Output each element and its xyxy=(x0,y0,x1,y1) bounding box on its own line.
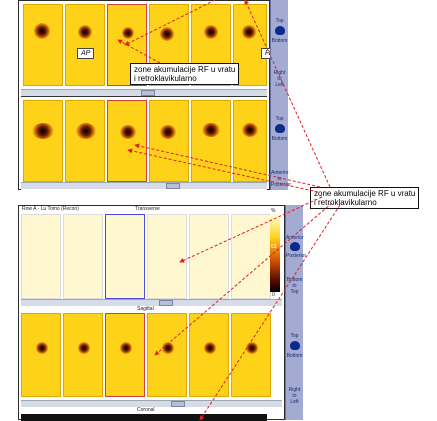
scan-frame[interactable] xyxy=(105,313,145,397)
scan-frame[interactable] xyxy=(191,100,231,182)
transverse-scrollbar[interactable] xyxy=(21,299,282,306)
annotation-callout-top: zone akumulacije RF u vratu i retroklavi… xyxy=(130,63,240,85)
orientation-label: Left xyxy=(290,399,299,405)
callout-text: i retroklavikularno xyxy=(134,74,197,83)
uptake-spot xyxy=(122,27,134,39)
scan-frame[interactable] xyxy=(23,4,63,86)
callout-text: zone akumulacije RF u vratu xyxy=(134,65,236,74)
scan-frame[interactable] xyxy=(231,313,271,397)
scan-frame[interactable] xyxy=(21,313,61,397)
orientation-label: Bottom xyxy=(286,353,303,359)
colorbar-unit: % xyxy=(271,208,276,214)
orientation-label: Posterior xyxy=(286,253,307,259)
scan-frame[interactable] xyxy=(21,214,61,299)
scan-frame[interactable] xyxy=(147,214,187,299)
uptake-spot xyxy=(34,23,50,39)
planar-scrollbar-2[interactable] xyxy=(21,182,267,189)
scan-frame[interactable] xyxy=(63,313,103,397)
panel-header: Row A - Lu Tomo (Recon) xyxy=(22,206,79,212)
ap-view-label: AP xyxy=(77,48,95,59)
orientation-label: Posterior xyxy=(271,182,292,188)
uptake-spot xyxy=(120,125,136,139)
uptake-spot xyxy=(246,342,258,354)
view-label-sagittal: Sagittal xyxy=(137,306,154,312)
scan-frame[interactable] xyxy=(189,313,229,397)
callout-text: zone akumulacije RF u vratu xyxy=(314,189,416,198)
orientation-label: Top xyxy=(290,289,299,295)
view-label-transverse: Transverse xyxy=(135,206,160,212)
planar-row-2 xyxy=(21,96,267,190)
scan-frame[interactable] xyxy=(147,313,187,397)
orientation-label: Anterior xyxy=(286,235,304,241)
scan-frame[interactable] xyxy=(189,214,229,299)
uptake-spot xyxy=(162,342,174,354)
head-orientation-icon[interactable] xyxy=(275,124,285,133)
tomo-recon-panel: Row A - Lu Tomo (Recon) Transverse % 63 … xyxy=(18,205,285,421)
colorbar-min: 0 xyxy=(272,292,275,298)
uptake-spot xyxy=(202,123,220,137)
scan-frame[interactable] xyxy=(233,100,267,182)
scan-frame[interactable] xyxy=(23,100,63,182)
colorbar xyxy=(270,214,280,292)
uptake-spot xyxy=(78,25,92,39)
callout-text: i retroklavikularno xyxy=(314,198,377,207)
uptake-spot xyxy=(160,27,174,41)
scan-frame[interactable] xyxy=(149,100,189,182)
uptake-spot xyxy=(242,25,256,39)
scan-frame[interactable] xyxy=(65,100,105,182)
uptake-spot xyxy=(120,342,132,354)
scan-frame[interactable] xyxy=(65,4,105,86)
scan-frame[interactable] xyxy=(63,214,103,299)
uptake-spot xyxy=(78,342,90,354)
planar-scan-panel: AP PA xyxy=(18,0,278,190)
transverse-row xyxy=(21,214,271,299)
uptake-spot xyxy=(36,342,48,354)
coronal-row xyxy=(21,414,267,421)
uptake-spot xyxy=(204,342,216,354)
tomo-orientation-sidebar: Anterior Posterior Bottom to Top Top Bot… xyxy=(285,205,307,420)
sagittal-row xyxy=(21,313,271,397)
planar-scrollbar-1[interactable] xyxy=(21,89,267,96)
annotation-callout-right: zone akumulacije RF u vratu i retroklavi… xyxy=(310,187,420,209)
orientation-label: Top xyxy=(275,116,284,122)
head-orientation-icon[interactable] xyxy=(275,26,285,35)
scan-frame[interactable] xyxy=(231,214,271,299)
scroll-thumb[interactable] xyxy=(141,90,155,96)
scroll-thumb[interactable] xyxy=(166,183,180,189)
scan-frame[interactable] xyxy=(105,214,145,299)
scroll-thumb[interactable] xyxy=(171,401,185,407)
sagittal-scrollbar[interactable] xyxy=(21,400,282,407)
scroll-thumb[interactable] xyxy=(159,300,173,306)
uptake-spot xyxy=(160,125,176,139)
colorbar-value: 63 xyxy=(271,244,277,250)
uptake-spot xyxy=(32,123,54,139)
orientation-label: Left xyxy=(275,82,284,88)
orientation-label: Bottom xyxy=(271,38,288,44)
orientation-label: Top xyxy=(275,18,284,24)
orientation-label: Top xyxy=(290,333,299,339)
view-label-coronal: Coronal xyxy=(137,407,155,413)
planar-orientation-sidebar: Top Bottom Right to Left Top Bottom Ante… xyxy=(270,0,292,190)
scan-frame[interactable] xyxy=(107,100,147,182)
uptake-spot xyxy=(204,25,218,39)
head-orientation-icon[interactable] xyxy=(290,242,300,251)
uptake-spot xyxy=(242,123,258,137)
uptake-spot xyxy=(76,123,96,139)
head-orientation-icon[interactable] xyxy=(290,341,300,350)
orientation-label: Bottom xyxy=(271,136,288,142)
